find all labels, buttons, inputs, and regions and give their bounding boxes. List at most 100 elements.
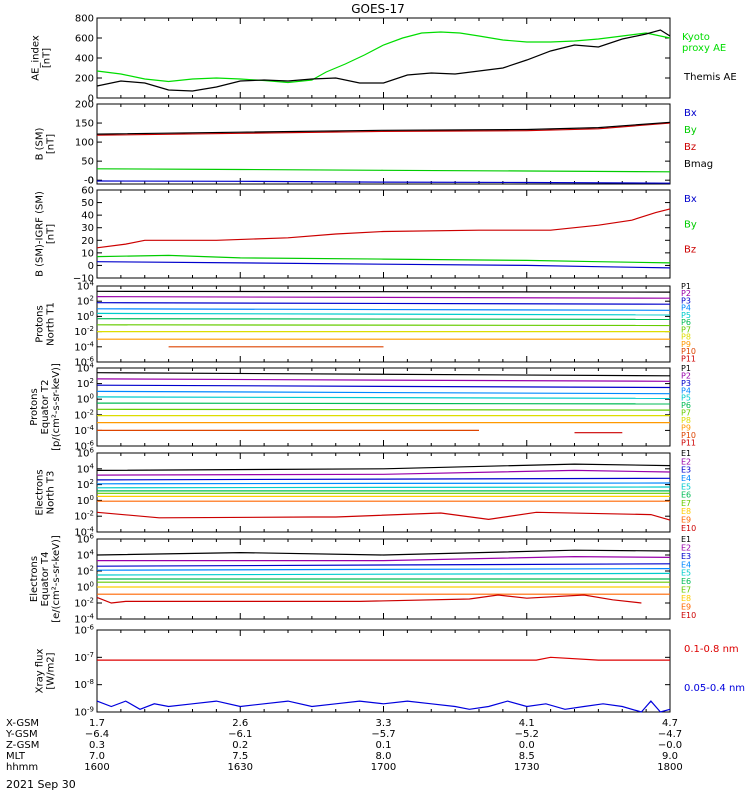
panel-frame (96, 103, 671, 185)
orbit-value: 7.0 (89, 751, 105, 762)
series-line-p1 (96, 372, 671, 377)
legend-p4: P4 (681, 304, 691, 313)
y-tick-label: 100 (77, 494, 94, 507)
legend-e6: E6 (681, 491, 691, 500)
orbit-value: 9.0 (662, 751, 678, 762)
series-line-p4 (96, 390, 671, 395)
legend-xray-long: 0.1-0.8 nm (684, 644, 739, 655)
panel-frame (96, 629, 671, 713)
y-tick-label: 10-4 (74, 340, 94, 353)
panel-frame (96, 17, 671, 99)
orbit-value: 3.3 (376, 718, 392, 729)
legend-by: By (684, 125, 697, 136)
series-line-p2 (96, 296, 671, 299)
orbit-value: −6.1 (228, 729, 252, 740)
series-line-bmag (96, 121, 671, 135)
y-axis-label: Xray flux (35, 649, 46, 694)
legend-xray-short: 0.05-0.4 nm (684, 683, 745, 694)
orbit-value: 4.1 (519, 718, 535, 729)
y-axis-label: [W/m2] (46, 652, 57, 689)
y-tick-label: 150 (75, 119, 94, 130)
legend-e1: E1 (681, 535, 691, 544)
y-tick-label: 10-2 (74, 510, 94, 523)
series-line-e5 (96, 486, 671, 489)
legend-e1: E1 (681, 449, 691, 458)
series-line-p4 (96, 308, 671, 311)
orbit-value: −5.2 (515, 729, 539, 740)
y-axis-label: Electrons (29, 556, 40, 602)
legend-p10: P10 (681, 347, 696, 356)
y-tick-label: 200 (75, 74, 94, 85)
orbit-value: 0.0 (519, 740, 535, 751)
series-line-p3 (96, 302, 671, 305)
y-tick-label: 20 (81, 236, 94, 247)
y-axis-label: North T1 (46, 302, 57, 346)
y-tick-label: 800 (75, 14, 94, 25)
series-line-e4 (96, 482, 671, 485)
y-tick-label: 10 (81, 248, 94, 259)
series-line-e3 (96, 563, 671, 567)
series-line-bz (96, 122, 671, 136)
y-tick-label: 40 (81, 211, 94, 222)
legend-e8: E8 (681, 594, 691, 603)
orbit-value: 0.1 (376, 740, 392, 751)
y-axis-label: Electrons (35, 469, 46, 515)
series-line-p5 (96, 396, 671, 399)
series-line-p7 (96, 324, 671, 327)
y-tick-label: 10-4 (74, 424, 94, 437)
legend-p5: P5 (681, 394, 691, 403)
orbit-value: 1630 (228, 762, 253, 773)
y-tick-label: 104 (77, 462, 95, 475)
y-axis-label: [nT] (42, 48, 53, 68)
y-tick-label: 10-2 (74, 597, 94, 610)
legend-e2: E2 (681, 543, 691, 552)
legend-e7: E7 (681, 499, 691, 508)
y-axis-label: [p/(cm²-s-sr-keV)] (51, 363, 62, 451)
y-tick-label: 104 (77, 280, 95, 293)
orbit-row-label: hhmm (6, 762, 38, 773)
y-tick-label: 102 (77, 565, 94, 578)
orbit-value: 7.5 (232, 751, 248, 762)
legend-bx: Bx (684, 108, 697, 119)
y-axis-label: AE_index (31, 35, 42, 81)
legend-bx: Bx (684, 194, 697, 205)
legend-e4: E4 (681, 560, 691, 569)
series-line-kyoto-proxy-ae (96, 31, 671, 84)
legend-p8: P8 (681, 333, 691, 342)
series-line-0-05-0-4-nm (96, 700, 671, 713)
series-line-0-1-0-8-nm (97, 656, 670, 661)
legend-themis-ae: Themis AE (683, 72, 737, 83)
orbit-row-label: X-GSM (6, 718, 39, 729)
series-line-by (96, 168, 671, 173)
legend-p9: P9 (681, 340, 691, 349)
date-label: 2021 Sep 30 (6, 778, 76, 791)
series-line-e5 (96, 572, 671, 576)
series-line-bz (96, 208, 671, 249)
legend-e6: E6 (681, 577, 691, 586)
series-line-bx (96, 261, 671, 269)
y-axis-label: B (SM) (35, 127, 46, 160)
y-axis-label: Equator T4 (40, 552, 51, 607)
orbit-row-label: Y-GSM (5, 729, 38, 740)
y-tick-label: 0 (88, 261, 94, 272)
orbit-value: 1800 (657, 762, 682, 773)
series-line-p2 (96, 378, 671, 382)
y-tick-label: 100 (77, 581, 94, 594)
orbit-row-label: Z-GSM (6, 740, 39, 751)
series-line-e2 (97, 555, 671, 562)
y-tick-label: 104 (77, 362, 95, 375)
legend-e9: E9 (681, 516, 691, 525)
orbit-value: −4.7 (658, 729, 682, 740)
orbit-value: 8.5 (519, 751, 535, 762)
y-tick-label: 106 (77, 447, 95, 460)
y-tick-label: 50 (81, 157, 94, 168)
legend-e10: E10 (681, 524, 696, 533)
y-axis-label: Protons (29, 388, 40, 425)
panel-8: 10-6 10-7 10-8 10-9 Xray flux [W/m2] 0.1-0.8 n… (35, 624, 746, 719)
y-tick-label: 200 (75, 100, 94, 111)
y-axis-label: [nT] (46, 134, 57, 154)
